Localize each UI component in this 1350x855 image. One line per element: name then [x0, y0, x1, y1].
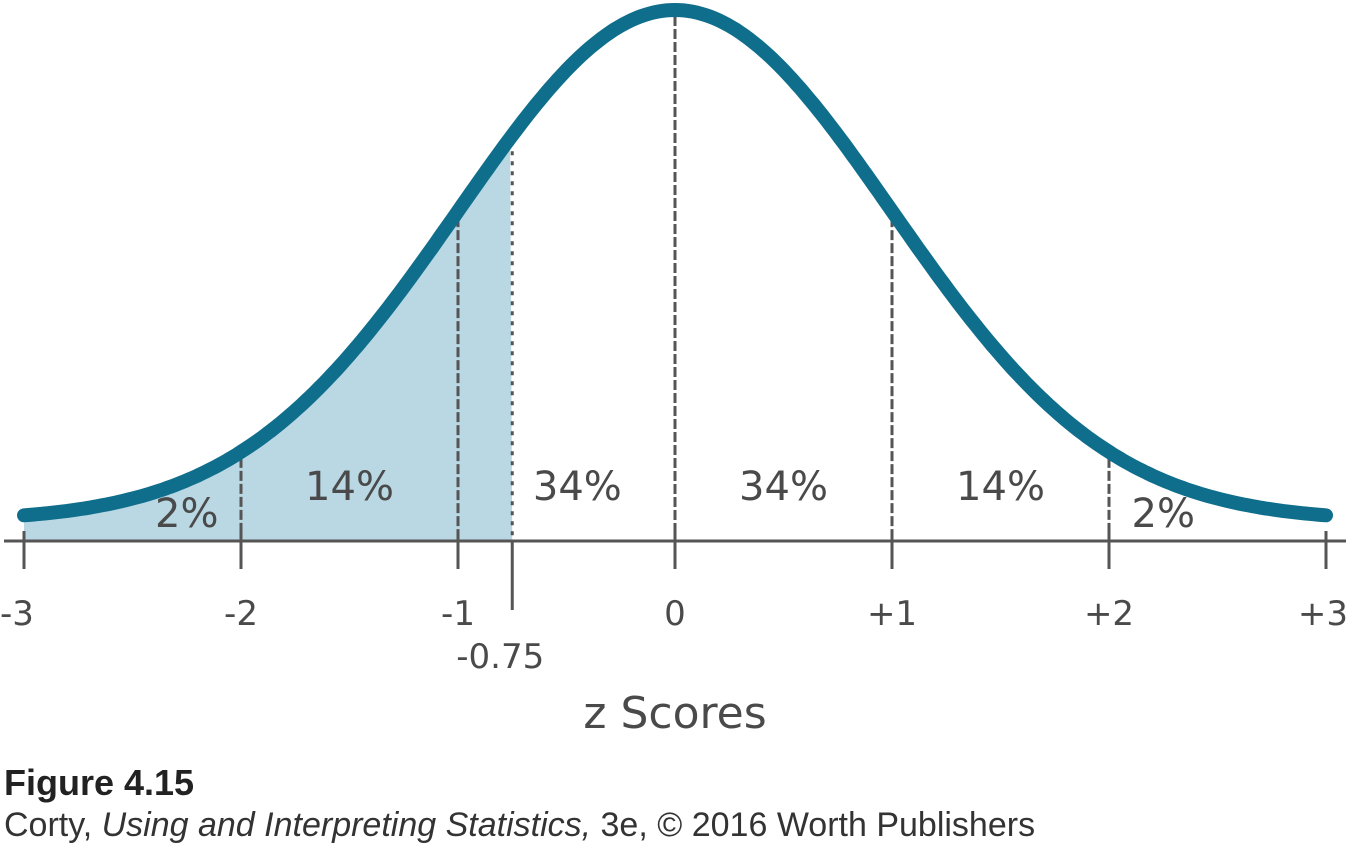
region-percent-label: 2%: [1132, 491, 1195, 537]
figure-credit: Corty, Using and Interpreting Statistics…: [4, 806, 1035, 845]
tick-label: -3: [0, 594, 34, 634]
marker-label: -0.75: [456, 637, 544, 677]
figure-number: Figure 4.15: [4, 762, 195, 803]
x-axis-ticks: [22, 531, 1328, 610]
division-lines: [239, 16, 1111, 541]
normal-distribution-chart: 2% 14% 34% 34% 14% 2% -3 -2 -1 0 +1 +2 +3 -0.75 z S…: [0, 2, 1348, 739]
x-axis-title: z Scores: [583, 688, 766, 739]
shaded-region: [24, 138, 513, 541]
region-percent-label: 14%: [305, 464, 394, 510]
normal-curve: [17, 2, 1333, 523]
shaded-area: [24, 138, 513, 541]
tick-label: 0: [664, 594, 686, 634]
region-percent-label: 34%: [739, 464, 828, 510]
tick-label: -1: [441, 594, 475, 634]
tick-label: +3: [1298, 594, 1348, 634]
x-axis-tick-labels: -3 -2 -1 0 +1 +2 +3: [0, 594, 1348, 634]
credit-rest: 3e, © 2016 Worth Publishers: [591, 806, 1036, 844]
tick-label: +1: [867, 594, 917, 634]
tick-label: +2: [1084, 594, 1134, 634]
region-percent-label: 14%: [956, 464, 1045, 510]
region-percent-label: 34%: [533, 464, 622, 510]
region-percent-labels: 2% 14% 34% 34% 14% 2%: [155, 464, 1195, 537]
tick-label: -2: [224, 594, 258, 634]
region-percent-label: 2%: [155, 491, 218, 537]
credit-author: Corty,: [4, 806, 102, 844]
credit-book-title: Using and Interpreting Statistics,: [101, 806, 592, 844]
